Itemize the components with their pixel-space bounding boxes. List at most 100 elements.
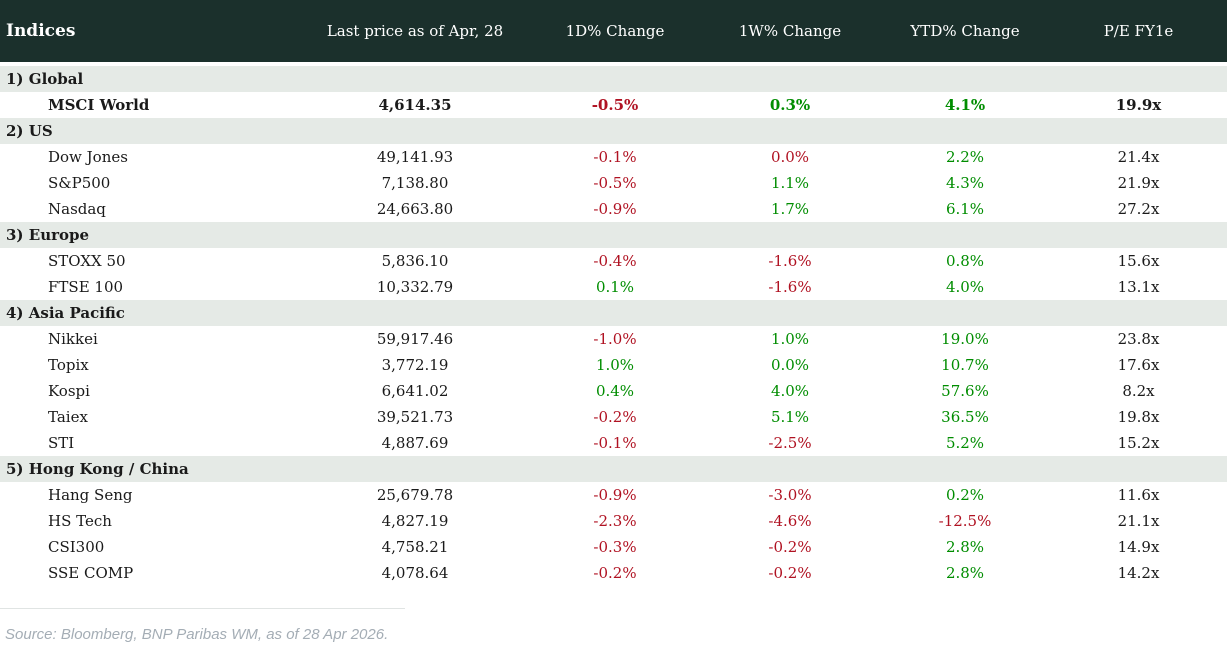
change-1d: -0.4% (530, 248, 700, 274)
change-ytd: 2.8% (880, 534, 1050, 560)
index-name: Nasdaq (0, 196, 300, 222)
section-label: 3) Europe (0, 222, 1227, 248)
last-price: 4,078.64 (300, 560, 530, 586)
index-name: SSE COMP (0, 560, 300, 586)
column-header-indices: Indices (0, 0, 300, 66)
change-1w: 4.0% (700, 378, 880, 404)
change-1w: 0.3% (700, 92, 880, 118)
change-ytd: -12.5% (880, 508, 1050, 534)
last-price: 4,887.69 (300, 430, 530, 456)
index-row: Hang Seng 25,679.78 -0.9% -3.0% 0.2% 11.6x (0, 482, 1227, 508)
change-1d: -0.5% (530, 170, 700, 196)
change-1d: -2.3% (530, 508, 700, 534)
change-1w: 0.0% (700, 144, 880, 170)
index-name: Nikkei (0, 326, 300, 352)
index-row: HS Tech 4,827.19 -2.3% -4.6% -12.5% 21.1x (0, 508, 1227, 534)
section-row: 2) US (0, 118, 1227, 144)
index-row: CSI300 4,758.21 -0.3% -0.2% 2.8% 14.9x (0, 534, 1227, 560)
index-row: STOXX 50 5,836.10 -0.4% -1.6% 0.8% 15.6x (0, 248, 1227, 274)
index-name: STOXX 50 (0, 248, 300, 274)
pe-ratio: 14.9x (1050, 534, 1227, 560)
last-price: 59,917.46 (300, 326, 530, 352)
column-header-ytd-change: YTD% Change (880, 0, 1050, 66)
pe-ratio: 21.4x (1050, 144, 1227, 170)
change-1w: 1.1% (700, 170, 880, 196)
pe-ratio: 13.1x (1050, 274, 1227, 300)
change-1w: -3.0% (700, 482, 880, 508)
section-row: 4) Asia Pacific (0, 300, 1227, 326)
index-row: STI 4,887.69 -0.1% -2.5% 5.2% 15.2x (0, 430, 1227, 456)
section-row: 1) Global (0, 64, 1227, 92)
change-ytd: 4.0% (880, 274, 1050, 300)
table-header: Indices Last price as of Apr, 28 1D% Cha… (0, 0, 1227, 66)
last-price: 39,521.73 (300, 404, 530, 430)
index-name: Hang Seng (0, 482, 300, 508)
change-ytd: 4.3% (880, 170, 1050, 196)
column-header-last-price: Last price as of Apr, 28 (300, 0, 530, 66)
change-1d: -0.1% (530, 144, 700, 170)
change-1w: 1.0% (700, 326, 880, 352)
change-ytd: 36.5% (880, 404, 1050, 430)
index-name: Kospi (0, 378, 300, 404)
change-ytd: 6.1% (880, 196, 1050, 222)
last-price: 5,836.10 (300, 248, 530, 274)
pe-ratio: 21.1x (1050, 508, 1227, 534)
pe-ratio: 17.6x (1050, 352, 1227, 378)
change-ytd: 57.6% (880, 378, 1050, 404)
index-name: Topix (0, 352, 300, 378)
pe-ratio: 14.2x (1050, 560, 1227, 586)
index-name: S&P500 (0, 170, 300, 196)
index-row: Kospi 6,641.02 0.4% 4.0% 57.6% 8.2x (0, 378, 1227, 404)
column-header-1d-change: 1D% Change (530, 0, 700, 66)
last-price: 3,772.19 (300, 352, 530, 378)
last-price: 7,138.80 (300, 170, 530, 196)
section-label: 4) Asia Pacific (0, 300, 1227, 326)
change-1d: -0.9% (530, 482, 700, 508)
index-name: CSI300 (0, 534, 300, 560)
change-1d: 0.4% (530, 378, 700, 404)
change-1w: -1.6% (700, 248, 880, 274)
change-1d: -0.2% (530, 404, 700, 430)
change-1w: 5.1% (700, 404, 880, 430)
change-ytd: 2.2% (880, 144, 1050, 170)
index-row: FTSE 100 10,332.79 0.1% -1.6% 4.0% 13.1x (0, 274, 1227, 300)
section-label: 5) Hong Kong / China (0, 456, 1227, 482)
pe-ratio: 8.2x (1050, 378, 1227, 404)
section-row: 5) Hong Kong / China (0, 456, 1227, 482)
last-price: 4,614.35 (300, 92, 530, 118)
change-1d: -1.0% (530, 326, 700, 352)
last-price: 10,332.79 (300, 274, 530, 300)
change-ytd: 0.8% (880, 248, 1050, 274)
index-row: MSCI World 4,614.35 -0.5% 0.3% 4.1% 19.9x (0, 92, 1227, 118)
change-1d: 0.1% (530, 274, 700, 300)
last-price: 4,758.21 (300, 534, 530, 560)
change-1w: 0.0% (700, 352, 880, 378)
pe-ratio: 19.9x (1050, 92, 1227, 118)
column-header-1w-change: 1W% Change (700, 0, 880, 66)
change-1w: -1.6% (700, 274, 880, 300)
index-row: S&P500 7,138.80 -0.5% 1.1% 4.3% 21.9x (0, 170, 1227, 196)
last-price: 25,679.78 (300, 482, 530, 508)
index-row: Taiex 39,521.73 -0.2% 5.1% 36.5% 19.8x (0, 404, 1227, 430)
change-ytd: 10.7% (880, 352, 1050, 378)
index-name: Dow Jones (0, 144, 300, 170)
change-ytd: 4.1% (880, 92, 1050, 118)
section-row: 3) Europe (0, 222, 1227, 248)
index-name: STI (0, 430, 300, 456)
change-1d: -0.9% (530, 196, 700, 222)
footer-divider (0, 608, 405, 609)
last-price: 4,827.19 (300, 508, 530, 534)
header-row: Indices Last price as of Apr, 28 1D% Cha… (0, 0, 1227, 66)
change-ytd: 5.2% (880, 430, 1050, 456)
change-1d: -0.3% (530, 534, 700, 560)
change-ytd: 19.0% (880, 326, 1050, 352)
last-price: 6,641.02 (300, 378, 530, 404)
index-row: Nasdaq 24,663.80 -0.9% 1.7% 6.1% 27.2x (0, 196, 1227, 222)
change-1d: 1.0% (530, 352, 700, 378)
pe-ratio: 23.8x (1050, 326, 1227, 352)
change-1w: -0.2% (700, 534, 880, 560)
section-label: 2) US (0, 118, 1227, 144)
index-row: SSE COMP 4,078.64 -0.2% -0.2% 2.8% 14.2x (0, 560, 1227, 586)
index-row: Topix 3,772.19 1.0% 0.0% 10.7% 17.6x (0, 352, 1227, 378)
change-1d: -0.1% (530, 430, 700, 456)
